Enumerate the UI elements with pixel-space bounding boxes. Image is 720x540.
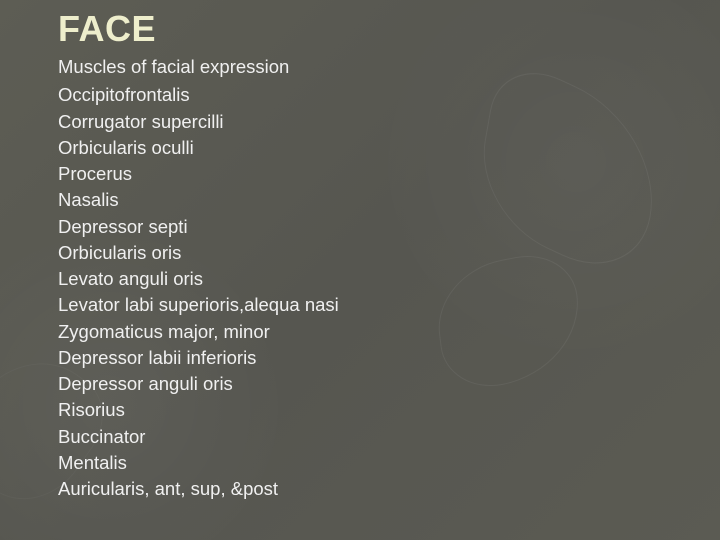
list-item: Occipitofrontalis <box>58 82 720 108</box>
list-item: Levato anguli oris <box>58 266 720 292</box>
list-item: Buccinator <box>58 424 720 450</box>
list-item: Orbicularis oculli <box>58 135 720 161</box>
list-item: Nasalis <box>58 187 720 213</box>
list-item: Depressor anguli oris <box>58 371 720 397</box>
list-item: Depressor septi <box>58 214 720 240</box>
list-item: Levator labi superioris,alequa nasi <box>58 292 720 318</box>
list-item: Risorius <box>58 397 720 423</box>
list-item: Auricularis, ant, sup, &post <box>58 476 720 502</box>
list-item: Corrugator supercilli <box>58 109 720 135</box>
slide-container: FACE Muscles of facial expression Occipi… <box>0 0 720 540</box>
list-item: Procerus <box>58 161 720 187</box>
list-item: Orbicularis oris <box>58 240 720 266</box>
list-item: Zygomaticus major, minor <box>58 319 720 345</box>
slide-title: FACE <box>58 8 720 50</box>
slide-subtitle: Muscles of facial expression <box>58 54 720 80</box>
list-item: Depressor labii inferioris <box>58 345 720 371</box>
list-item: Mentalis <box>58 450 720 476</box>
